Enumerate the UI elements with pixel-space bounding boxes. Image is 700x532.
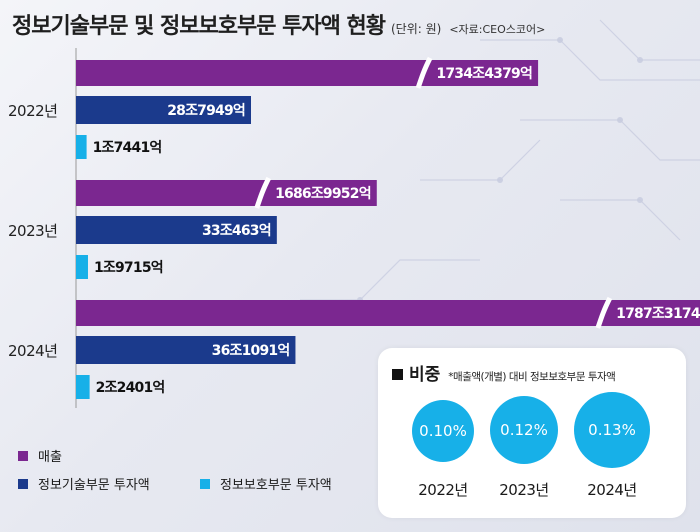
bar-chart: 2022년 1734조4379억 28조7949억 1조7441억 2023년 1686조… [8,48,700,408]
share-bubble-2022: 0.10% [412,400,474,462]
bar-security [76,375,90,399]
axis-break-mark [254,176,272,209]
legend-label-it: 정보기술부문 투자액 [38,478,150,493]
square-bullet-icon [392,369,403,380]
share-title: 비중 [409,365,441,385]
bar-revenue [76,300,700,326]
legend-item-security: 정보보호부문 투자액 [200,474,332,493]
share-header: 비중 *매출액(개별) 대비 정보보호부문 투자액 [392,360,616,385]
year-label: 2024년 [8,342,57,360]
axis-break-mark [595,296,613,329]
legend-item-revenue: 매출 [18,446,62,465]
bar-revenue [76,60,539,86]
bar-security [76,135,87,159]
data-label-revenue: 1787조3174억 [616,306,700,322]
year-label: 2022년 [8,102,57,120]
chart-title: 정보기술부문 및 정보보호부문 투자액 현황 [12,14,386,39]
bar-it [76,96,251,124]
year-label: 2023년 [8,222,57,240]
bar-revenue [76,180,377,206]
legend-label-security: 정보보호부문 투자액 [220,478,332,493]
share-year-2024: 2024년 [587,481,637,499]
legend-swatch-it [18,478,28,489]
legend-swatch-revenue [18,450,28,461]
unit-note: (단위: 원) [390,22,442,36]
data-label-security: 1조7441억 [93,140,162,156]
bar-it [76,336,296,364]
share-year-2022: 2022년 [418,481,468,499]
data-label-revenue: 1686조9952억 [275,186,371,202]
legend-swatch-security [200,478,210,489]
data-label-security: 2조2401억 [96,380,165,396]
legend-label-revenue: 매출 [38,450,62,465]
bar-it [76,216,277,244]
chart-header: 정보기술부문 및 정보보호부문 투자액 현황 (단위: 원) <자료:CEO스코… [12,8,546,39]
legend-item-it: 정보기술부문 투자액 [18,474,150,493]
data-label-revenue: 1734조4379억 [436,66,532,82]
axis-break-mark [415,56,433,89]
share-bubble-2023: 0.12% [490,396,558,464]
data-label-it: 36조1091억 [212,343,290,359]
share-note: *매출액(개별) 대비 정보보호부문 투자액 [448,371,616,383]
data-label-security: 1조9715억 [94,260,163,276]
source-note: <자료:CEO스코어> [449,23,546,36]
data-label-it: 33조463억 [202,223,271,239]
share-panel: 비중 *매출액(개별) 대비 정보보호부문 투자액 0.10% 0.12% 0.… [378,348,686,518]
bar-security [76,255,88,279]
data-label-it: 28조7949억 [167,103,245,119]
share-bubble-2024: 0.13% [574,392,650,468]
share-year-2023: 2023년 [499,481,549,499]
